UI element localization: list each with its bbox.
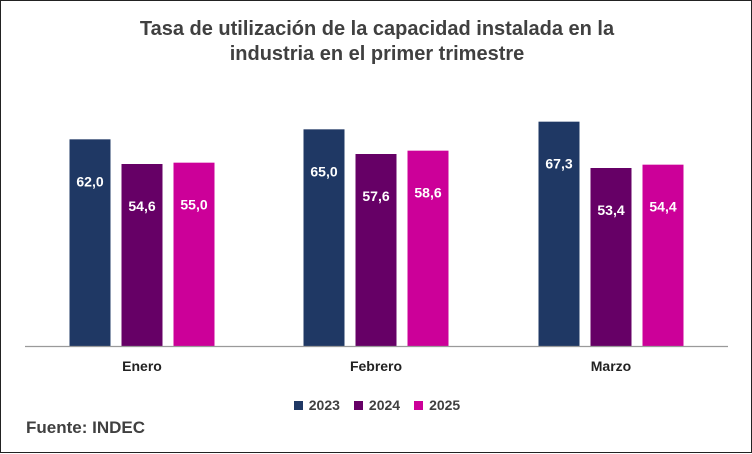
category-label-febrero: Febrero: [350, 358, 402, 374]
bar-2024-marzo: [590, 168, 632, 346]
data-label-2023-marzo: 67,3: [545, 156, 572, 172]
legend-label-2024: 2024: [368, 397, 401, 413]
data-label-2023-febrero: 65,0: [310, 163, 337, 179]
bar-2025-enero: [173, 162, 215, 346]
chart-title-line-1: Tasa de utilización de la capacidad inst…: [139, 18, 615, 40]
legend-item-2025: 2025: [414, 397, 460, 413]
data-label-2025-marzo: 54,4: [649, 199, 676, 215]
legend-swatch-2023: [293, 400, 303, 410]
legend-label-2025: 2025: [429, 397, 461, 413]
chart-legend: 2023 2024 2025: [1, 397, 752, 413]
source-note: Fuente: INDEC: [26, 418, 145, 437]
legend-swatch-2024: [353, 400, 363, 410]
data-label-2024-febrero: 57,6: [362, 188, 389, 204]
legend-label-2023: 2023: [308, 397, 340, 413]
data-label-2023-enero: 62,0: [76, 173, 103, 189]
bar-2024-enero: [121, 164, 163, 346]
chart-title: Tasa de utilización de la capacidad inst…: [1, 17, 752, 67]
data-label-2025-febrero: 58,6: [414, 185, 441, 201]
bar-2024-febrero: [355, 154, 397, 346]
category-label-marzo: Marzo: [591, 358, 631, 374]
legend-swatch-2025: [414, 400, 424, 410]
bar-2023-febrero: [303, 129, 345, 346]
legend-item-2024: 2024: [353, 397, 401, 413]
legend-item-2023: 2023: [293, 397, 340, 413]
category-label-enero: Enero: [122, 358, 162, 374]
data-label-2024-enero: 54,6: [128, 198, 155, 214]
data-label-2025-enero: 55,0: [180, 197, 207, 213]
bar-2025-febrero: [407, 150, 449, 346]
chart-title-line-2: industria en el primer trimestre: [229, 43, 525, 65]
bar-2023-marzo: [538, 121, 580, 347]
bar-2023-enero: [69, 139, 111, 346]
data-label-2024-marzo: 53,4: [597, 202, 624, 218]
bar-2025-marzo: [642, 164, 684, 346]
